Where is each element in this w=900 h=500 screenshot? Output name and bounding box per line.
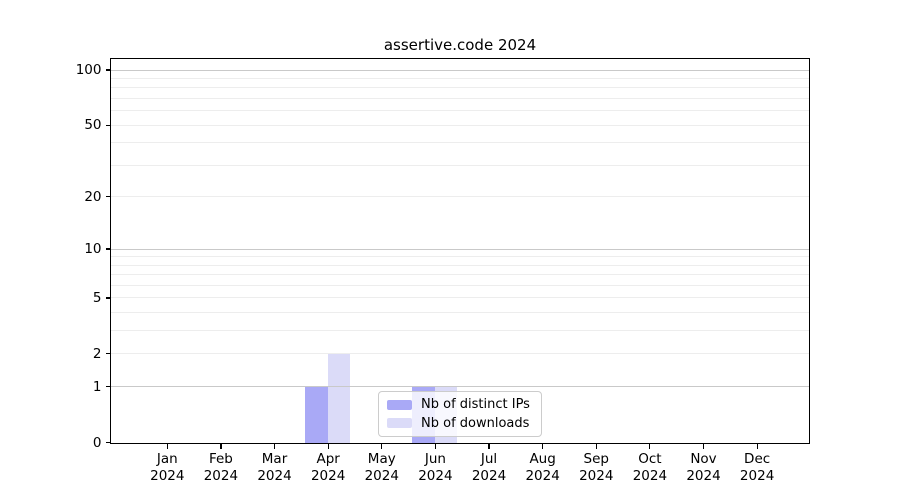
x-axis-tick-label: Feb 2024	[181, 451, 261, 485]
minor-gridline	[111, 78, 809, 79]
x-label-year: 2024	[364, 468, 399, 484]
x-label-month: Sep	[583, 451, 609, 467]
chart-title: assertive.code 2024	[383, 36, 537, 54]
minor-gridline	[111, 142, 809, 144]
y-axis-tick-label: 20	[84, 188, 102, 205]
x-axis-tick	[649, 444, 651, 449]
x-label-year: 2024	[310, 468, 346, 484]
x-axis-tick-label: Oct 2024	[610, 451, 690, 485]
y-axis-tick	[105, 441, 110, 444]
x-axis-tick-label: Mar 2024	[235, 451, 315, 485]
minor-gridline	[111, 330, 809, 332]
legend-swatch	[387, 418, 412, 429]
y-axis-tick	[105, 353, 110, 355]
x-axis-tick-label: Apr 2024	[288, 451, 368, 485]
x-axis-tick-label: Jul 2024	[449, 451, 529, 485]
minor-gridline	[111, 264, 809, 266]
x-axis-tick-label: May 2024	[342, 451, 422, 485]
bar-downloads	[327, 354, 351, 443]
minor-gridline	[111, 297, 809, 299]
x-axis-tick	[166, 444, 168, 449]
y-axis-tick	[105, 297, 110, 299]
x-label-month: Dec	[744, 451, 771, 467]
x-axis-tick	[542, 444, 544, 449]
legend: Nb of distinct IPs Nb of downloads	[378, 391, 542, 437]
x-label-month: Jul	[480, 451, 498, 467]
x-axis-tick	[756, 444, 758, 449]
y-axis-tick-label: 1	[92, 378, 102, 395]
y-axis-tick	[105, 124, 110, 126]
y-axis-tick-label: 50	[84, 117, 102, 134]
minor-gridline	[111, 98, 809, 100]
y-axis-tick-label: 5	[92, 289, 102, 306]
legend-item: Nb of downloads	[387, 416, 533, 431]
x-axis-tick-label: Aug 2024	[503, 451, 583, 485]
minor-gridline	[111, 164, 809, 166]
legend-item: Nb of distinct IPs	[387, 397, 533, 412]
x-label-month: Mar	[261, 451, 288, 467]
x-label-year: 2024	[632, 468, 668, 484]
x-axis-tick-label: Jun 2024	[395, 451, 475, 485]
x-axis-tick	[381, 444, 383, 449]
plot-area	[110, 58, 810, 444]
x-label-year: 2024	[150, 468, 185, 484]
minor-gridline	[111, 110, 809, 112]
x-label-year: 2024	[686, 468, 721, 484]
y-axis-tick-label: 100	[75, 62, 102, 79]
x-label-month: Oct	[638, 451, 662, 467]
minor-gridline	[111, 284, 809, 286]
minor-gridline	[111, 196, 809, 198]
minor-gridline	[111, 124, 809, 126]
x-axis-tick	[327, 444, 329, 449]
x-label-year: 2024	[203, 468, 239, 484]
x-label-month: Nov	[690, 451, 717, 467]
x-axis-tick-label: Dec 2024	[717, 451, 797, 485]
x-axis-tick-label: Jan 2024	[127, 451, 207, 485]
y-axis-tick	[105, 69, 110, 71]
major-gridline	[111, 386, 809, 388]
y-axis-tick	[105, 385, 110, 388]
x-label-month: Jun	[424, 451, 446, 467]
x-label-year: 2024	[257, 468, 292, 484]
minor-gridline	[111, 87, 809, 89]
x-label-year: 2024	[471, 468, 507, 484]
legend-swatch	[387, 399, 412, 410]
y-axis-tick-label: 0	[92, 434, 102, 451]
x-label-month: Jan	[156, 451, 178, 467]
minor-gridline	[111, 353, 809, 355]
x-axis-tick	[434, 444, 436, 449]
minor-gridline	[111, 274, 809, 276]
y-axis-tick-label: 2	[92, 345, 102, 362]
legend-label: Nb of downloads	[421, 415, 530, 431]
x-label-year: 2024	[739, 468, 775, 484]
x-axis-tick	[702, 444, 705, 449]
x-label-year: 2024	[525, 468, 560, 484]
bar-distinct-ips	[305, 387, 328, 443]
y-axis-tick-label: 10	[84, 241, 102, 257]
minor-gridline	[111, 312, 809, 314]
x-axis-tick	[595, 444, 597, 449]
minor-gridline	[111, 256, 809, 258]
x-label-year: 2024	[579, 468, 614, 484]
major-gridline	[111, 69, 809, 71]
legend-label: Nb of distinct IPs	[421, 397, 530, 413]
x-label-month: May	[367, 451, 396, 467]
y-axis-tick	[105, 248, 110, 250]
major-gridline	[111, 248, 809, 250]
x-label-month: Feb	[208, 451, 233, 467]
x-label-month: Aug	[529, 451, 556, 467]
x-label-month: Apr	[316, 451, 340, 467]
x-axis-tick-label: Nov 2024	[664, 451, 744, 485]
x-axis-tick	[220, 444, 222, 449]
x-axis-tick	[488, 444, 490, 449]
x-label-year: 2024	[418, 468, 453, 484]
x-axis-tick-label: Sep 2024	[556, 451, 636, 485]
y-axis-tick	[105, 196, 110, 198]
x-axis-tick	[273, 444, 276, 449]
